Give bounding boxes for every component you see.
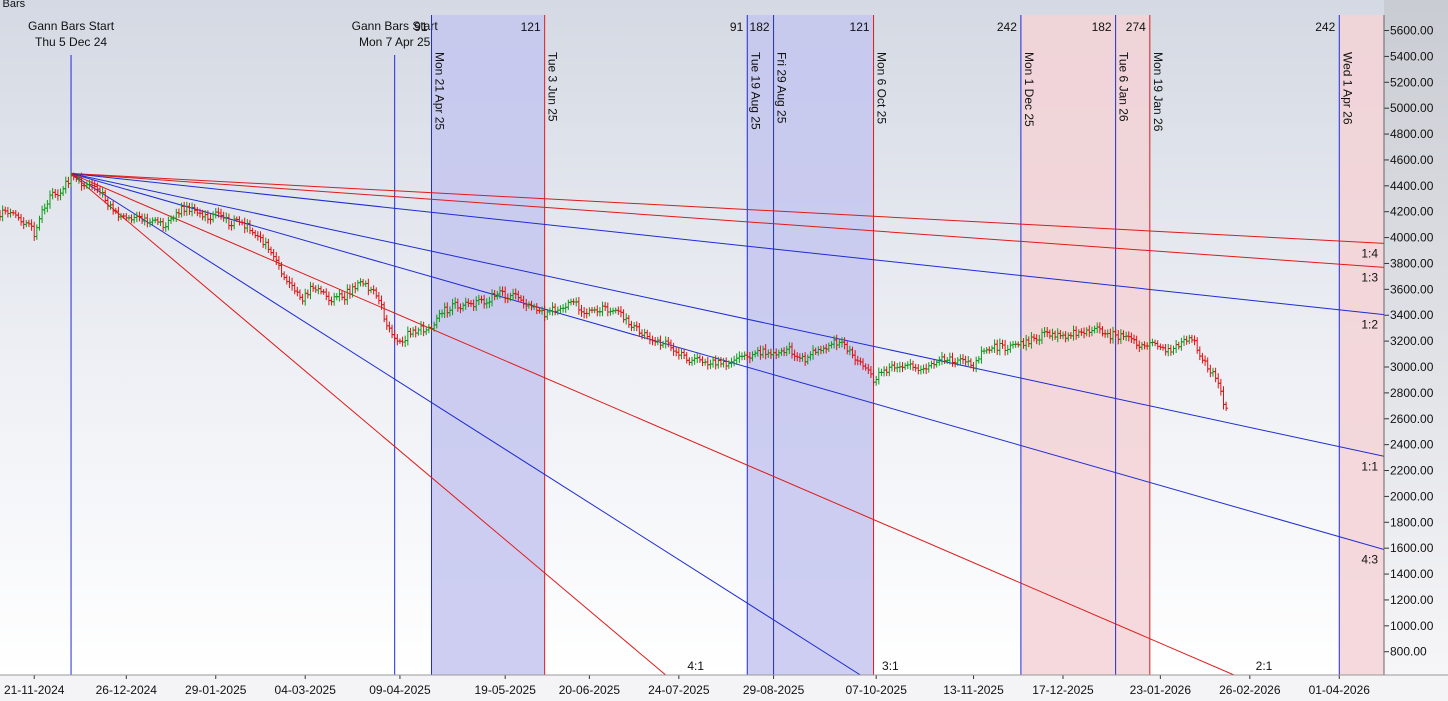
fan-ratio-label: 4:3 (1361, 552, 1378, 566)
x-tick-label: 07-10-2025 (845, 683, 907, 697)
y-tick-label: 2400.00 (1390, 438, 1434, 452)
fan-line (71, 173, 1384, 268)
fan-line (71, 173, 1384, 244)
x-tick-label: 29-08-2025 (743, 683, 805, 697)
plot-background (0, 0, 1384, 675)
fan-line (70, 173, 861, 675)
fan-ratio-label: 3:1 (882, 659, 899, 673)
cycle-date-label: Mon 19 Jan 26 (1151, 52, 1165, 132)
cycle-zones (431, 15, 1384, 675)
x-tick-label: 19-05-2025 (474, 683, 536, 697)
y-tick-label: 2000.00 (1390, 489, 1434, 503)
x-tick-label: 21-11-2024 (4, 683, 65, 697)
cycle-date-label: Mon 6 Oct 25 (875, 52, 889, 124)
y-tick-label: 1000.00 (1390, 619, 1434, 633)
y-tick-label: 4600.00 (1390, 153, 1434, 167)
x-tick-label: 17-12-2025 (1032, 683, 1094, 697)
fan-line (70, 173, 1384, 316)
gann-start-title: Gann Bars Start (352, 19, 439, 33)
fan-ratio-label: 1:4 (1361, 246, 1378, 260)
gann-start-date: Thu 5 Dec 24 (35, 35, 107, 49)
x-tick-label: 26-02-2026 (1219, 683, 1281, 697)
cycle-date-label: Wed 1 Apr 26 (1340, 52, 1354, 125)
fan-line (70, 173, 1235, 675)
cycle-date-label: Fri 29 Aug 25 (775, 52, 789, 124)
y-tick-label: 5200.00 (1390, 75, 1434, 89)
x-tick-label: 23-01-2026 (1130, 683, 1192, 697)
y-tick-label: 1800.00 (1390, 515, 1434, 529)
fan-ratio-label: 1:3 (1361, 270, 1378, 284)
x-tick-label: 29-01-2025 (185, 683, 247, 697)
cycle-count: 182 (1092, 20, 1112, 34)
fan-ratio-label: 1:1 (1361, 459, 1378, 473)
gann-fan-lines (70, 173, 1384, 675)
cycle-zone (1020, 15, 1150, 675)
gann-start-title: Gann Bars Start (28, 19, 115, 33)
fan-line (70, 173, 667, 675)
cycle-count: 121 (850, 20, 870, 34)
cycle-date-label: Tue 3 Jun 25 (546, 52, 560, 122)
price-bar (1224, 401, 1229, 411)
y-axis-panel (1384, 0, 1448, 675)
cycle-zone (1339, 15, 1384, 675)
cycle-zone (431, 15, 545, 675)
y-tick-label: 2600.00 (1390, 412, 1434, 426)
y-tick-label: 1200.00 (1390, 593, 1434, 607)
cycle-lines: Gann Bars Start Thu 5 Dec 24 Gann Bars Sta… (28, 15, 1378, 675)
x-axis-panel (0, 675, 1448, 701)
x-tick-label: 04-03-2025 (275, 683, 337, 697)
cycle-count: 274 (1126, 20, 1146, 34)
y-tick-label: 4400.00 (1390, 179, 1434, 193)
x-tick-label: 24-07-2025 (648, 683, 710, 697)
y-tick-label: 3000.00 (1390, 360, 1434, 374)
x-tick-label: 09-04-2025 (369, 683, 431, 697)
fan-ratio-label: 4:1 (687, 659, 704, 673)
price-bars (0, 172, 1229, 411)
fan-line (70, 173, 1384, 457)
y-tick-label: 3200.00 (1390, 334, 1434, 348)
x-axis: 21-11-2024 26-12-2024 29-01-2025 04-03-2025… (4, 675, 1370, 697)
y-tick-label: 1600.00 (1390, 541, 1434, 555)
x-tick-label: 20-06-2025 (559, 683, 621, 697)
fan-ratio-label: 2:1 (1256, 659, 1273, 673)
y-tick-label: 4800.00 (1390, 127, 1434, 141)
y-tick-label: 3600.00 (1390, 282, 1434, 296)
cycle-date-label: Tue 19 Aug 25 (748, 52, 762, 130)
cycle-date-label: Mon 1 Dec 25 (1022, 52, 1036, 127)
cycle-count: 121 (521, 20, 541, 34)
y-axis: 800.00 1000.00 1200.00 1400.00 1600.00 1800.0… (1384, 24, 1434, 659)
y-tick-label: 5000.00 (1390, 101, 1434, 115)
y-tick-label: 5400.00 (1390, 49, 1434, 63)
y-tick-label: 3400.00 (1390, 308, 1434, 322)
y-tick-label: 800.00 (1390, 645, 1427, 659)
y-tick-label: 3800.00 (1390, 256, 1434, 270)
cycle-zone (747, 15, 874, 675)
cycle-date-label: Mon 21 Apr 25 (433, 52, 447, 130)
cycle-count: 242 (1315, 20, 1335, 34)
corner-label: y Bars (0, 0, 26, 10)
y-tick-label: 2800.00 (1390, 386, 1434, 400)
x-tick-label: 01-04-2026 (1309, 683, 1371, 697)
y-tick-label: 2200.00 (1390, 464, 1434, 478)
fan-line (70, 173, 1384, 550)
y-tick-label: 4000.00 (1390, 231, 1434, 245)
cycle-count: 91 (414, 20, 428, 34)
cycle-date-label: Tue 6 Jan 26 (1117, 52, 1131, 122)
x-tick-label: 26-12-2024 (96, 683, 158, 697)
fan-ratio-label: 1:2 (1361, 318, 1378, 332)
y-tick-label: 4200.00 (1390, 205, 1434, 219)
y-tick-label: 1400.00 (1390, 567, 1434, 581)
cycle-count: 91 (730, 20, 744, 34)
x-tick-label: 13-11-2025 (943, 683, 1004, 697)
y-tick-label: 5600.00 (1390, 24, 1434, 38)
cycle-count: 242 (997, 20, 1017, 34)
cycle-count: 182 (750, 20, 770, 34)
gann-start-date: Mon 7 Apr 25 (359, 35, 431, 49)
